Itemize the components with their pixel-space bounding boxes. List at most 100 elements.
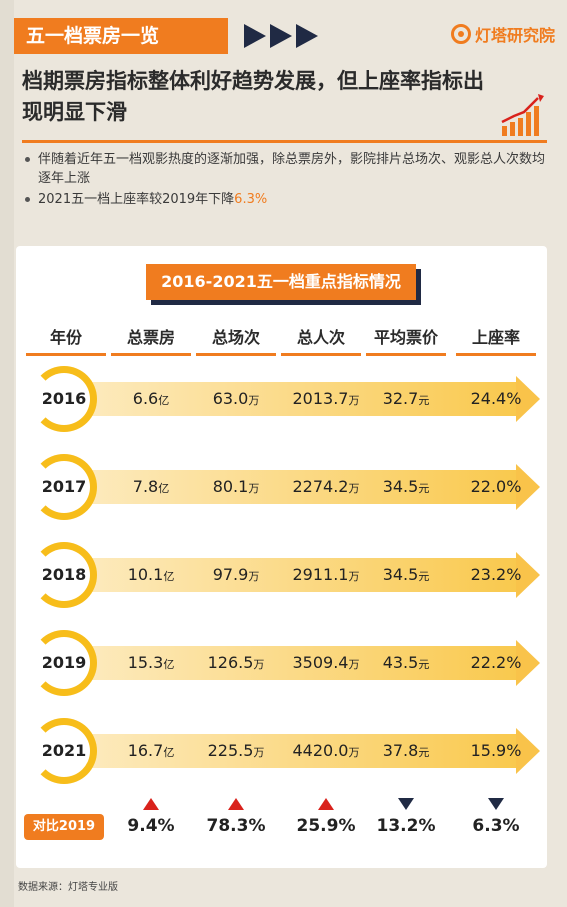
headline: 档期票房指标整体利好趋势发展，但上座率指标出现明显下滑 (22, 69, 484, 124)
row-band (76, 382, 516, 416)
cell-people: 2274.2万 (281, 470, 371, 504)
cell-price: 43.5元 (361, 646, 451, 680)
cell-people: 4420.0万 (281, 734, 371, 768)
rising-chart-icon (501, 94, 544, 136)
data-source: 数据来源：灯塔专业版 (18, 882, 118, 893)
cell-value: 32.7 (382, 389, 419, 408)
cell-unit: 元 (418, 570, 430, 583)
cell-value: 34.5 (382, 565, 419, 584)
compare-value: 25.9% (296, 816, 356, 836)
brand-name: 灯塔研究院 (474, 26, 555, 45)
bullet-highlight: 6.3% (234, 192, 268, 207)
compare-box: 9.4% (106, 798, 196, 836)
cell-unit: 万 (348, 394, 360, 407)
cell-box: 6.6亿 (106, 382, 196, 416)
year-label: 2016 (41, 389, 87, 408)
col-header-shows: 总场次 (196, 324, 276, 356)
bullet-list: 伴随着近年五一档观影热度的逐渐加强，除总票房外，影院排片总场次、观影总人次数均逐… (22, 150, 552, 211)
cell-rate: 22.0% (470, 477, 522, 496)
arrow-tip-icon (516, 640, 540, 686)
cell-value: 34.5 (382, 477, 419, 496)
cell-unit: 万 (253, 746, 265, 759)
cell-value: 7.8 (132, 477, 159, 496)
arrow-down-icon (398, 798, 414, 810)
table-row: 2021 16.7亿 225.5万 4420.0万 37.8元 15.9% (16, 718, 547, 784)
row-band (76, 734, 516, 768)
arrow-tip-icon (516, 552, 540, 598)
cycle-ring-icon (31, 718, 97, 784)
compare-price: 13.2% (361, 798, 451, 836)
cell-unit: 万 (248, 482, 260, 495)
cell-unit: 万 (253, 658, 265, 671)
arrow-tip-icon (516, 464, 540, 510)
cell-value: 63.0 (212, 389, 249, 408)
cell-value: 2274.2 (292, 477, 349, 496)
indicator-card: 2016-2021五一档重点指标情况 年份 总票房 总场次 总人次 平均票价 上… (16, 246, 547, 868)
cell-unit: 元 (418, 658, 430, 671)
divider (22, 140, 547, 143)
compare-people: 25.9% (281, 798, 371, 836)
cell-value: 3509.4 (292, 653, 349, 672)
cell-unit: 亿 (163, 746, 175, 759)
cell-people: 2911.1万 (281, 558, 371, 592)
year-label: 2018 (41, 565, 87, 584)
col-header-rate: 上座率 (456, 324, 536, 356)
year-label: 2021 (41, 741, 87, 760)
cell-shows: 126.5万 (191, 646, 281, 680)
paper-edge (0, 0, 14, 907)
arrow-tip-icon (516, 728, 540, 774)
compare-value: 13.2% (376, 816, 436, 836)
brand-logo-icon (450, 24, 471, 44)
col-header-box: 总票房 (111, 324, 191, 356)
cell-unit: 万 (348, 482, 360, 495)
bullet-text: 2021五一档上座率较2019年下降 (38, 192, 235, 207)
section-tag: 五一档票房一览 (14, 18, 228, 54)
table-row: 2016 6.6亿 63.0万 2013.7万 32.7元 24.4% (16, 366, 547, 432)
cell-unit: 亿 (163, 658, 175, 671)
cell-shows: 225.5万 (191, 734, 281, 768)
cell-box: 7.8亿 (106, 470, 196, 504)
cell-rate: 24.4% (470, 389, 522, 408)
chevron-icon (270, 24, 292, 48)
cell-people: 3509.4万 (281, 646, 371, 680)
cell-shows: 63.0万 (191, 382, 281, 416)
arrow-up-icon (318, 798, 334, 810)
cell-value: 15.3 (127, 653, 164, 672)
cell-price: 37.8元 (361, 734, 451, 768)
cell-value: 2911.1 (292, 565, 349, 584)
cell-rate: 22.2% (470, 653, 522, 672)
cell-value: 225.5 (207, 741, 254, 760)
cell-price: 34.5元 (361, 470, 451, 504)
cell-value: 10.1 (127, 565, 164, 584)
cell-unit: 万 (248, 394, 260, 407)
cell-value: 4420.0 (292, 741, 349, 760)
cell-value: 37.8 (382, 741, 419, 760)
cell-unit: 万 (348, 658, 360, 671)
cell-price: 32.7元 (361, 382, 451, 416)
card-title: 2016-2021五一档重点指标情况 (146, 264, 416, 300)
row-band (76, 470, 516, 504)
row-band (76, 558, 516, 592)
chevron-icon (244, 24, 266, 48)
cell-value: 80.1 (212, 477, 249, 496)
cell-unit: 元 (418, 394, 430, 407)
cell-value: 126.5 (207, 653, 254, 672)
cell-unit: 元 (418, 482, 430, 495)
cell-value: 2013.7 (292, 389, 349, 408)
arrow-tip-icon (516, 376, 540, 422)
cell-rate: 15.9% (470, 741, 522, 760)
row-band (76, 646, 516, 680)
cell-unit: 万 (248, 570, 260, 583)
arrow-up-icon (228, 798, 244, 810)
cell-shows: 97.9万 (191, 558, 281, 592)
cell-unit: 亿 (158, 482, 170, 495)
cell-unit: 元 (418, 746, 430, 759)
cell-unit: 万 (348, 570, 360, 583)
chevron-icon (296, 24, 318, 48)
table-row: 2017 7.8亿 80.1万 2274.2万 34.5元 22.0% (16, 454, 547, 520)
year-label: 2017 (41, 477, 87, 496)
cell-price: 34.5元 (361, 558, 451, 592)
col-header-year: 年份 (26, 324, 106, 356)
compare-shows: 78.3% (191, 798, 281, 836)
cell-unit: 亿 (163, 570, 175, 583)
